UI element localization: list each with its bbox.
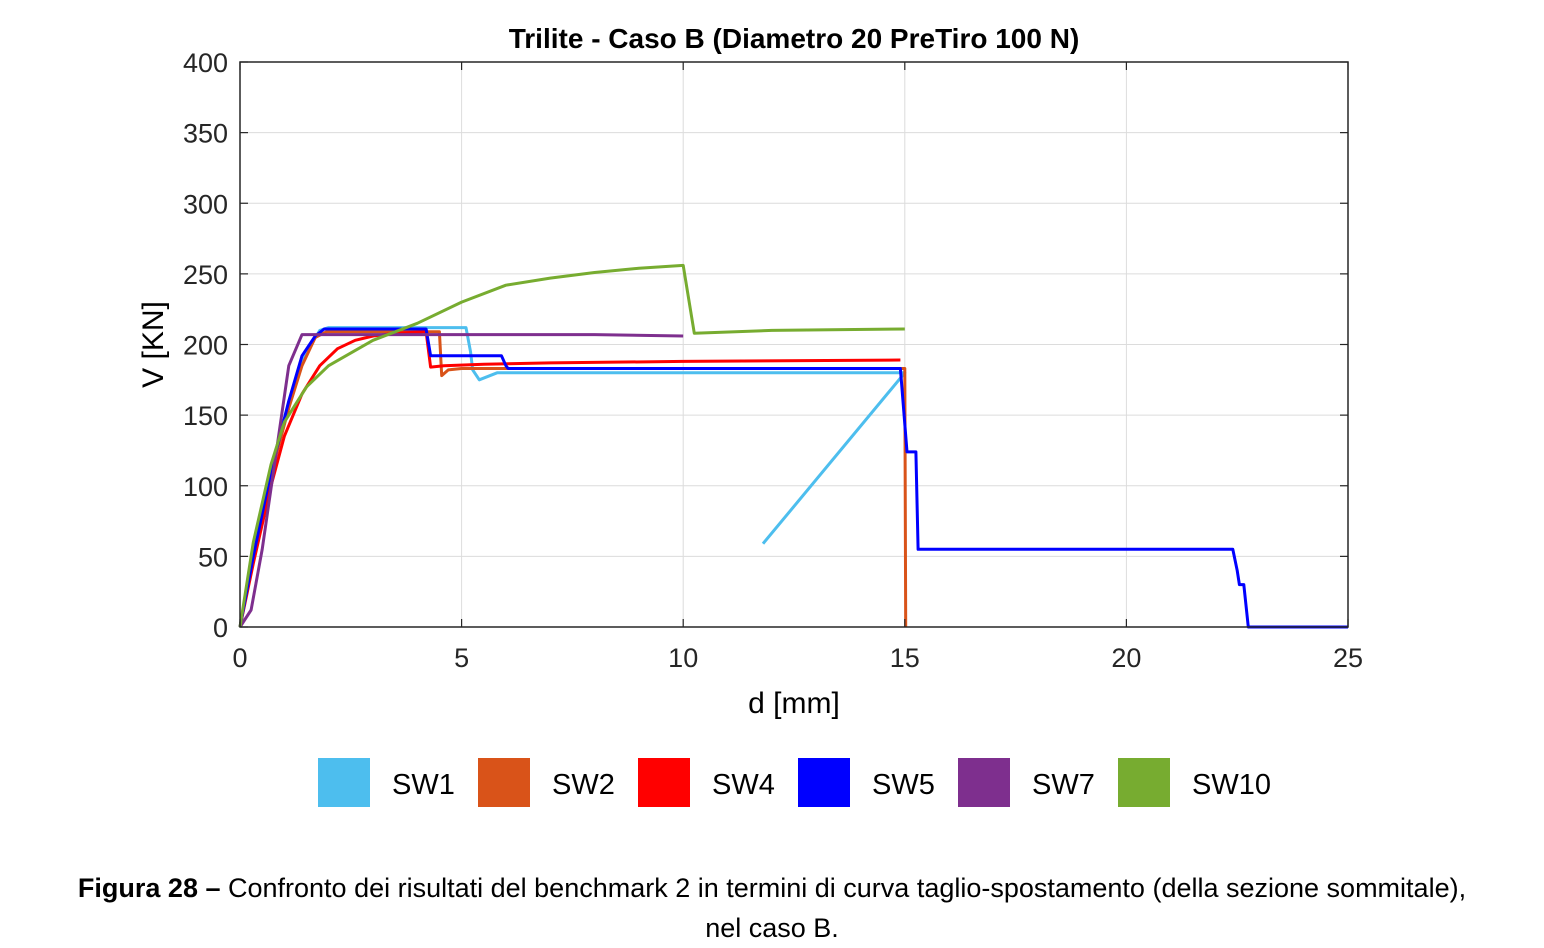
legend-swatch-sw2 (478, 758, 530, 807)
x-tick-label: 15 (890, 643, 920, 673)
caption-text: Confronto dei risultati del benchmark 2 … (228, 873, 1467, 943)
series-line-sw10 (238, 263, 905, 628)
y-axis-label: V [KN] (137, 301, 170, 388)
series-line-sw4 (238, 330, 901, 628)
series-line-sw2 (238, 330, 908, 628)
y-tick-label: 50 (198, 542, 228, 572)
x-tick-label: 10 (668, 643, 698, 673)
x-tick-label: 20 (1111, 643, 1141, 673)
legend-swatch-sw4 (638, 758, 690, 807)
y-tick-label: 400 (183, 48, 228, 78)
y-tick-label: 0 (213, 613, 228, 643)
chart: Trilite - Caso B (Diametro 20 PreTiro 10… (137, 23, 1363, 807)
series-line-sw1 (238, 326, 907, 628)
y-tick-label: 200 (183, 331, 228, 361)
legend-label-sw2: SW2 (552, 769, 615, 801)
legend-label-sw1: SW1 (392, 769, 455, 801)
x-tick-label: 5 (454, 643, 469, 673)
series-line-sw7 (238, 333, 684, 628)
legend-label-sw5: SW5 (872, 769, 935, 801)
grid (239, 61, 1349, 628)
legend-label-sw10: SW10 (1192, 769, 1271, 801)
legend: SW1 SW2 SW4 SW5 SW7 SW10 (318, 758, 1271, 807)
y-tick-label: 300 (183, 189, 228, 219)
x-axis-label: d [mm] (748, 687, 840, 720)
y-tick-label: 350 (183, 119, 228, 149)
y-tick-label: 100 (183, 472, 228, 502)
chart-title: Trilite - Caso B (Diametro 20 PreTiro 10… (509, 23, 1080, 54)
plot-series (238, 263, 1348, 629)
legend-swatch-sw1 (318, 758, 370, 807)
legend-label-sw7: SW7 (1032, 769, 1095, 801)
x-tick-label: 25 (1333, 643, 1363, 673)
legend-swatch-sw5 (798, 758, 850, 807)
legend-label-sw4: SW4 (712, 769, 775, 801)
legend-swatch-sw7 (958, 758, 1010, 807)
y-tick-label: 150 (183, 401, 228, 431)
legend-swatch-sw10 (1118, 758, 1170, 807)
x-tick-label: 0 (232, 643, 247, 673)
figure-caption: Figura 28 – Confronto dei risultati del … (60, 868, 1484, 948)
caption-label: Figura 28 – (77, 873, 221, 903)
series-line-sw5 (238, 327, 1348, 629)
y-tick-label: 250 (183, 260, 228, 290)
